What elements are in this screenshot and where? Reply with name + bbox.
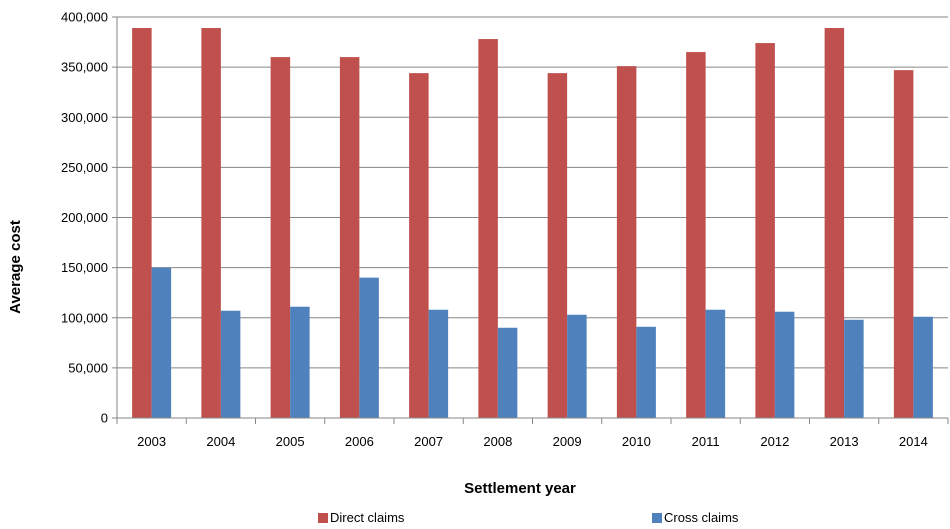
- bar-cross-claims-2006: [359, 277, 379, 418]
- x-axis-title: Settlement year: [464, 480, 576, 497]
- x-tick-label: 2014: [899, 434, 928, 449]
- x-tick-label: 2011: [692, 434, 720, 449]
- x-tick-label: 2006: [345, 434, 374, 449]
- bar-direct-claims-2007: [409, 73, 429, 418]
- y-tick-label: 300,000: [61, 110, 108, 125]
- x-tick-label: 2008: [483, 434, 512, 449]
- bar-cross-claims-2010: [636, 326, 656, 418]
- x-tick-label: 2012: [760, 434, 789, 449]
- bar-direct-claims-2014: [893, 70, 914, 418]
- gridlines: [112, 16, 948, 419]
- bars: [132, 28, 933, 419]
- legend-swatch-direct-claims: [318, 513, 328, 523]
- y-tick-labels: 0 50,000 100,000 150,000 200,000 250,000 300,0…: [61, 10, 108, 426]
- bar-cross-claims-2009: [567, 314, 587, 418]
- x-tick-label: 2009: [553, 434, 582, 449]
- bar-direct-claims-2013: [824, 28, 845, 419]
- y-axis-title: Average cost: [7, 220, 24, 314]
- x-tick-label: 2010: [622, 434, 651, 449]
- y-tick-label: 0: [101, 411, 108, 426]
- bar-direct-claims-2008: [478, 39, 498, 419]
- x-tick-label: 2007: [414, 434, 443, 449]
- bar-cross-claims-2011: [705, 309, 726, 418]
- bar-direct-claims-2003: [132, 28, 152, 419]
- x-tick-label: 2004: [206, 434, 235, 449]
- bar-cross-claims-2004: [220, 310, 241, 418]
- y-tick-label: 200,000: [61, 210, 108, 225]
- y-tick-label: 250,000: [61, 160, 108, 175]
- bar-cross-claims-2014: [913, 316, 933, 418]
- x-tick-label: 2013: [830, 434, 859, 449]
- bar-cross-claims-2005: [290, 306, 310, 418]
- x-tick-label: 2005: [276, 434, 305, 449]
- legend-swatch-cross-claims: [652, 513, 662, 523]
- y-tick-label: 50,000: [68, 360, 108, 375]
- bar-cross-claims-2012: [774, 311, 795, 418]
- bar-direct-claims-2004: [201, 28, 221, 419]
- y-tick-label: 400,000: [61, 10, 108, 25]
- x-tick-label: 2003: [137, 434, 166, 449]
- bar-cross-claims-2007: [428, 309, 449, 418]
- bar-direct-claims-2009: [547, 73, 568, 418]
- bar-cross-claims-2003: [151, 267, 172, 418]
- bar-direct-claims-2011: [686, 52, 706, 419]
- legend-label-direct-claims: Direct claims: [330, 510, 405, 525]
- y-tick-label: 100,000: [61, 310, 108, 325]
- y-tick-label: 350,000: [61, 60, 108, 75]
- bar-cross-claims-2008: [497, 327, 518, 418]
- bar-direct-claims-2010: [616, 66, 637, 418]
- legend: Direct claims Cross claims: [318, 510, 739, 525]
- x-tick-labels: 2003 2004 2005 2006 2007 2008 2009 2010 2011 2012…: [137, 434, 928, 449]
- y-tick-label: 150,000: [61, 260, 108, 275]
- bar-cross-claims-2013: [844, 319, 864, 418]
- bar-direct-claims-2005: [270, 57, 291, 418]
- axes: [116, 17, 949, 424]
- legend-label-cross-claims: Cross claims: [664, 510, 739, 525]
- bar-direct-claims-2012: [755, 43, 775, 418]
- bar-direct-claims-2006: [339, 57, 360, 418]
